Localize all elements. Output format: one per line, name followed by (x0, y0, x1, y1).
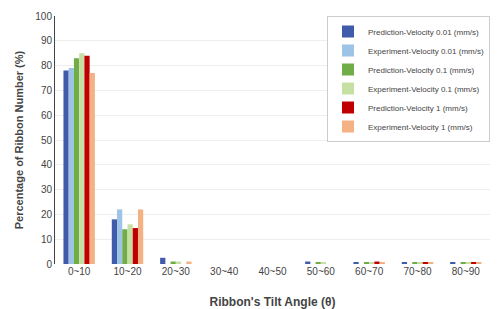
svg-text:Experiment-Velocity 1 (mm/s): Experiment-Velocity 1 (mm/s) (368, 123, 473, 132)
svg-text:20~30: 20~30 (162, 266, 191, 277)
svg-text:50: 50 (41, 135, 53, 146)
svg-text:10~20: 10~20 (113, 266, 142, 277)
svg-text:40: 40 (41, 159, 53, 170)
svg-text:0~10: 0~10 (68, 266, 91, 277)
svg-text:70~80: 70~80 (403, 266, 432, 277)
svg-text:Ribbon's Tilt Angle (θ): Ribbon's Tilt Angle (θ) (210, 295, 336, 309)
svg-text:80~90: 80~90 (452, 266, 481, 277)
svg-text:10: 10 (41, 234, 53, 245)
svg-text:50~60: 50~60 (307, 266, 336, 277)
svg-text:Prediction-Velocity 0.1 (mm/s): Prediction-Velocity 0.1 (mm/s) (368, 66, 475, 75)
svg-text:0: 0 (46, 259, 52, 270)
svg-text:30~40: 30~40 (210, 266, 239, 277)
svg-text:60: 60 (41, 110, 53, 121)
svg-text:Prediction-Velocity 0.01 (mm/s: Prediction-Velocity 0.01 (mm/s) (368, 28, 479, 37)
svg-text:100: 100 (35, 11, 52, 22)
svg-text:20: 20 (41, 209, 53, 220)
svg-text:Percentage of Ribbon Number (%: Percentage of Ribbon Number (%) (13, 50, 25, 229)
svg-text:Prediction-Velocity 1 (mm/s): Prediction-Velocity 1 (mm/s) (368, 104, 468, 113)
svg-text:Experiment-Velocity 0.01 (mm/s: Experiment-Velocity 0.01 (mm/s) (368, 47, 484, 56)
svg-text:70: 70 (41, 85, 53, 96)
svg-text:80: 80 (41, 60, 53, 71)
svg-text:40~50: 40~50 (258, 266, 287, 277)
svg-text:Experiment-Velocity 0.1 (mm/s): Experiment-Velocity 0.1 (mm/s) (368, 85, 479, 94)
svg-text:90: 90 (41, 35, 53, 46)
svg-text:60~70: 60~70 (355, 266, 384, 277)
svg-text:30: 30 (41, 184, 53, 195)
